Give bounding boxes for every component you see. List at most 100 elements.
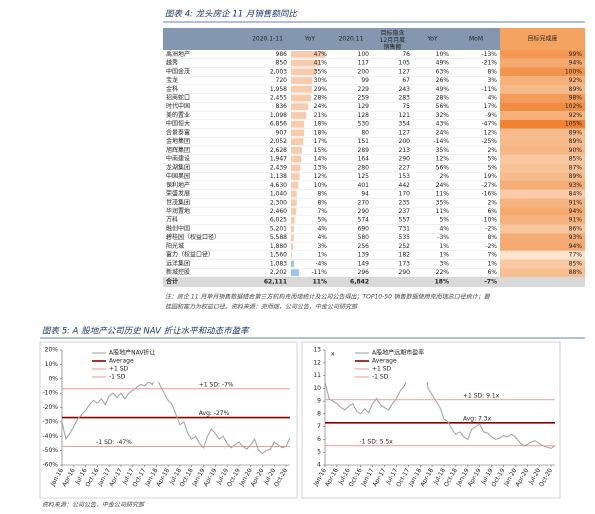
company-name: 中国奥园 xyxy=(166,172,190,180)
company-name: 越秀 xyxy=(166,59,178,67)
table-value: 2,300 xyxy=(270,199,287,206)
yoy-bar xyxy=(291,181,299,189)
table-value: 17% xyxy=(484,103,498,110)
table-value: 290 xyxy=(399,269,411,276)
company-name: 万科 xyxy=(166,216,178,224)
table-value: 173 xyxy=(399,260,411,267)
reference-label: +1 SD: -7% xyxy=(199,381,234,388)
table-value: 8% xyxy=(487,234,497,241)
table-value: 89% xyxy=(569,173,583,180)
reference-label: -1 SD: 5.5x xyxy=(360,438,394,445)
table-value: -2% xyxy=(485,243,497,250)
yoy-bar xyxy=(291,138,304,146)
table-value: 80 xyxy=(361,129,369,136)
table-value: 63% xyxy=(436,68,450,75)
table-value: 12% xyxy=(314,173,328,180)
yoy-bar xyxy=(291,77,313,84)
reference-label: Avg: 7.3x xyxy=(463,415,492,422)
yoy-bar xyxy=(291,129,304,137)
table-value: 98% xyxy=(569,95,583,102)
completion-cell xyxy=(500,215,585,225)
table-value: 8% xyxy=(487,68,497,75)
legend-box xyxy=(88,348,168,382)
table-value: -25% xyxy=(481,138,497,145)
y-tick-label: 11 xyxy=(313,372,321,379)
table-value: 182 xyxy=(399,252,411,259)
table-value: 259 xyxy=(358,95,370,102)
completion-cell xyxy=(500,233,585,243)
table-value: 49% xyxy=(436,86,450,93)
table-value: 270 xyxy=(358,199,370,206)
table-value: 10% xyxy=(484,217,498,224)
completion-cell xyxy=(500,207,585,216)
completion-cell xyxy=(500,163,585,173)
table-value: 91% xyxy=(569,199,583,206)
table-value: 15% xyxy=(314,147,328,154)
y-tick-label: 6 xyxy=(317,436,321,443)
legend-label: +1 SD xyxy=(372,366,392,373)
table-value: 227 xyxy=(399,164,411,171)
table-value: -7% xyxy=(484,278,497,285)
table-value: 907 xyxy=(276,129,288,136)
yoy-bar xyxy=(291,208,297,215)
table-value: -4% xyxy=(315,260,327,267)
y-tick-label: 10 xyxy=(313,385,321,392)
table-value: 280 xyxy=(358,164,370,171)
yoy-bar xyxy=(291,120,304,128)
table-value: 88% xyxy=(569,269,583,276)
table-value: 4,630 xyxy=(270,182,287,189)
table-value: 19% xyxy=(484,173,498,180)
completion-cell xyxy=(500,172,585,181)
table-value: 235 xyxy=(399,199,411,206)
table-value: 574 xyxy=(358,217,370,224)
header-label: YoY xyxy=(426,36,438,43)
table-value: 85% xyxy=(569,260,583,267)
table-value: 127 xyxy=(399,68,411,75)
table-value: 1,083 xyxy=(270,260,287,267)
table-value: 14% xyxy=(314,156,328,163)
table-value: 43% xyxy=(436,121,450,128)
table-value: 11% xyxy=(313,278,327,285)
table-value: 102% xyxy=(565,103,582,110)
company-name: 世茂集团 xyxy=(166,198,190,206)
table-value: 200 xyxy=(399,138,411,145)
table-value: 850 xyxy=(276,60,288,67)
table-value: 290 xyxy=(399,156,411,163)
table-value: -16% xyxy=(481,191,497,198)
completion-cell xyxy=(500,111,585,120)
company-name: 合计 xyxy=(166,277,178,285)
yoy-bar xyxy=(291,190,297,198)
table-value: 442 xyxy=(399,182,411,189)
yoy-bar xyxy=(291,59,321,67)
table-value: 93% xyxy=(569,182,583,189)
legend-label: Average xyxy=(109,358,134,365)
table-value: 22% xyxy=(436,269,450,276)
header-line: 目标隐含 xyxy=(380,29,404,37)
header-cell xyxy=(500,28,585,50)
table-value: 105% xyxy=(565,121,582,128)
table-value: 75 xyxy=(402,103,410,110)
table-value: 127 xyxy=(399,129,411,136)
company-name: 禹洲地产 xyxy=(166,50,190,58)
table-value: 4% xyxy=(317,225,327,232)
table-value: 2,460 xyxy=(270,208,287,215)
table-value: 2,455 xyxy=(270,95,287,102)
table-value: 200 xyxy=(358,68,370,75)
table-value: 1,947 xyxy=(270,156,287,163)
table-value: 128 xyxy=(358,112,370,119)
table-value: 94% xyxy=(569,243,583,250)
completion-cell xyxy=(500,128,585,138)
panel-frame xyxy=(301,341,561,499)
header-label: 2020.11 xyxy=(339,36,364,43)
table-value: 56% xyxy=(436,103,450,110)
figure5-title: 图表 5: A 股地产公司历史 NAV 折让水平和动态市盈率 xyxy=(42,326,250,337)
table-value: 99 xyxy=(361,77,369,84)
y-tick-label: 12 xyxy=(313,359,321,366)
table-value: 5% xyxy=(317,217,327,224)
table-value: 1% xyxy=(439,252,449,259)
y-tick-label: 10% xyxy=(45,361,59,368)
table-value: 2,628 xyxy=(270,147,287,154)
table-value: 401 xyxy=(358,182,370,189)
table-value: 2% xyxy=(487,147,497,154)
